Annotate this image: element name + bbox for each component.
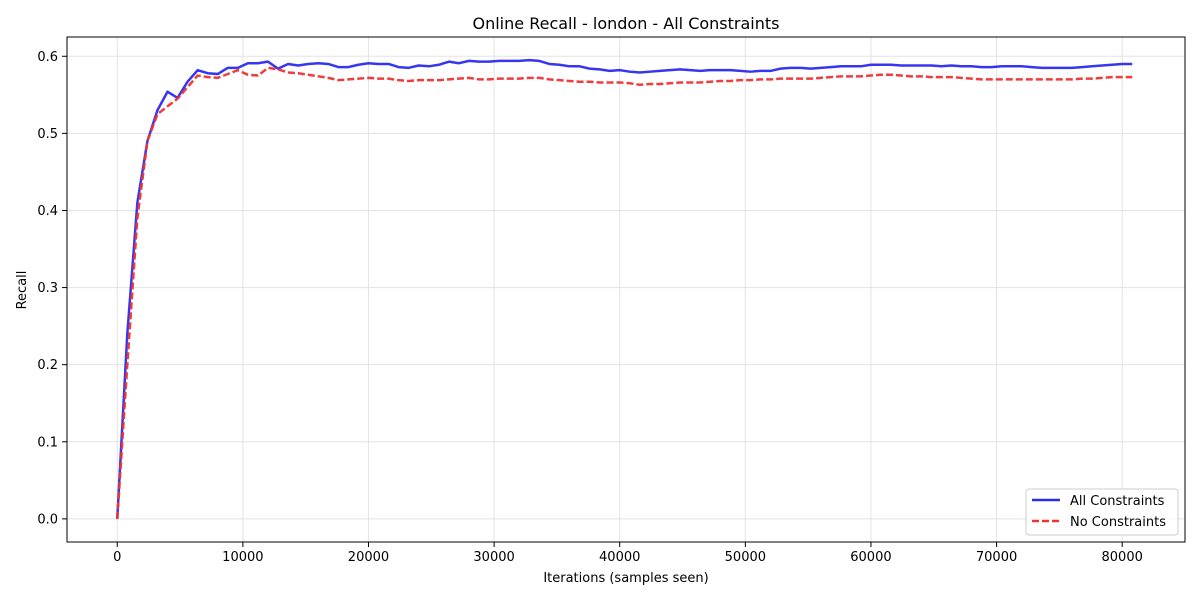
y-tick-label: 0.2: [37, 358, 58, 373]
x-tick-label: 0: [113, 550, 121, 565]
chart-title: Online Recall - london - All Constraints: [473, 14, 780, 33]
ticks-layer: 0 10000 20000 30000 40000 50000 60000 70000 8000…: [37, 50, 1143, 565]
grid-layer: [67, 37, 1185, 542]
y-tick-label: 0.3: [37, 281, 58, 296]
x-tick-label: 70000: [976, 550, 1017, 565]
y-tick-label: 0.5: [37, 127, 58, 142]
x-axis-title: Iterations (samples seen): [543, 571, 708, 586]
x-tick-label: 60000: [850, 550, 891, 565]
y-tick-label: 0.6: [37, 50, 58, 65]
x-tick-label: 30000: [473, 550, 514, 565]
legend: All Constraints No Constraints: [1025, 488, 1179, 536]
y-tick-label: 0.1: [37, 435, 58, 450]
legend-label-all-constraints: All Constraints: [1070, 494, 1165, 509]
legend-label-no-constraints: No Constraints: [1070, 515, 1166, 530]
y-tick-label: 0.4: [37, 204, 58, 219]
y-axis-title: Recall: [15, 271, 30, 310]
legend-box: [1025, 488, 1179, 536]
x-tick-label: 20000: [348, 550, 389, 565]
x-tick-label: 50000: [725, 550, 766, 565]
y-tick-label: 0.0: [37, 512, 58, 527]
series-line-all-constraints: [116, 58, 1133, 519]
x-tick-label: 10000: [222, 550, 263, 565]
x-tick-label: 40000: [599, 550, 640, 565]
x-tick-label: 80000: [1102, 550, 1143, 565]
plot-frame: [66, 36, 1186, 543]
series-layer: [116, 58, 1133, 519]
